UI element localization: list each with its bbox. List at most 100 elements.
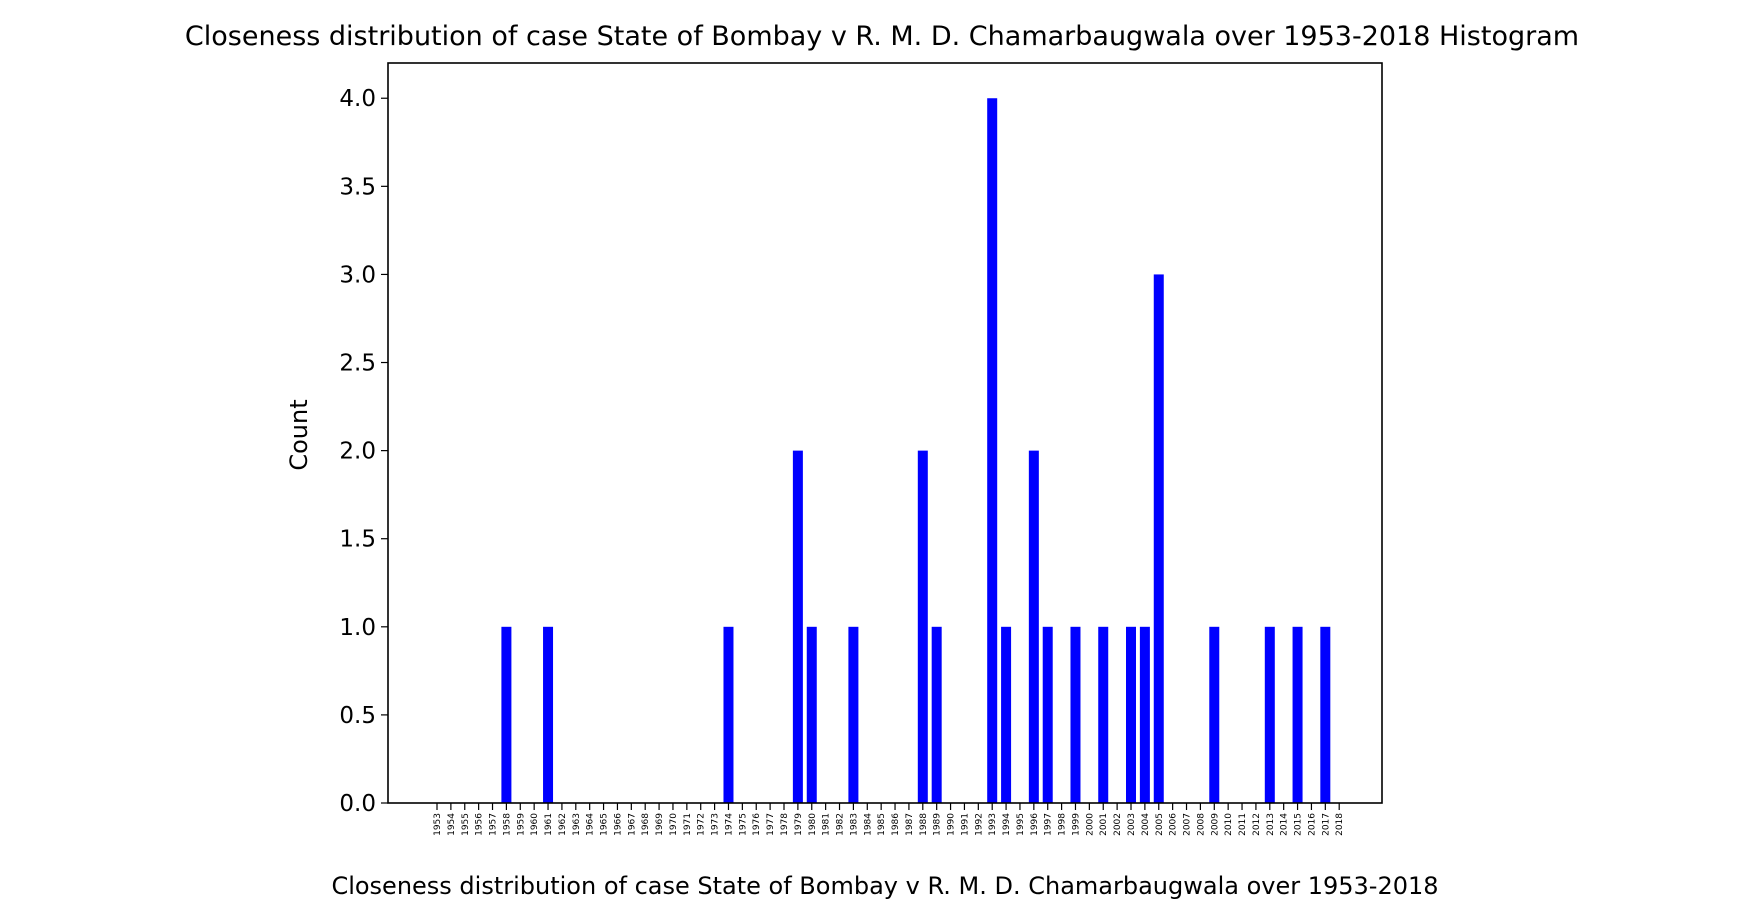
x-tick-label-2009: 2009 [1210, 813, 1220, 836]
x-tick-label-1958: 1958 [502, 813, 512, 836]
bar-2001 [1098, 626, 1109, 803]
x-tick-label-1970: 1970 [669, 813, 679, 836]
x-tick-label-1971: 1971 [683, 813, 693, 836]
y-tick-label-1.0: 1.0 [339, 615, 376, 641]
x-tick-label-2015: 2015 [1294, 813, 1304, 836]
bar-1979 [792, 450, 803, 803]
x-tick-label-1955: 1955 [461, 813, 471, 836]
x-tick-label-1975: 1975 [738, 813, 748, 836]
x-tick-label-1992: 1992 [974, 813, 984, 836]
y-tick-label-0.0: 0.0 [339, 791, 376, 817]
x-tick-label-1953: 1953 [433, 813, 443, 836]
x-tick-label-1984: 1984 [863, 813, 873, 836]
x-tick-label-1995: 1995 [1016, 813, 1026, 836]
x-tick-label-1957: 1957 [489, 813, 499, 836]
x-tick-label-1961: 1961 [544, 813, 554, 836]
bar-1996 [1028, 450, 1039, 803]
x-tick-label-1959: 1959 [516, 813, 526, 836]
chart-title: Closeness distribution of case State of … [185, 21, 1579, 52]
x-tick-label-1987: 1987 [905, 813, 915, 836]
x-tick-label-1985: 1985 [877, 813, 887, 836]
bar-1989 [931, 626, 942, 803]
bar-1974 [723, 626, 734, 803]
x-tick-label-2010: 2010 [1224, 813, 1234, 836]
x-tick-label-1990: 1990 [947, 813, 957, 836]
bar-1997 [1042, 626, 1053, 803]
x-tick-label-1973: 1973 [711, 813, 721, 836]
bar-2013 [1264, 626, 1275, 803]
x-tick-label-2001: 2001 [1099, 813, 1109, 836]
x-tick-label-1998: 1998 [1058, 813, 1068, 836]
x-tick-label-1960: 1960 [530, 813, 540, 836]
y-tick-label-3.5: 3.5 [339, 174, 376, 200]
x-tick-label-1983: 1983 [849, 813, 859, 836]
x-tick-label-1956: 1956 [475, 813, 485, 836]
x-tick-label-1994: 1994 [1002, 813, 1012, 836]
y-axis: 0.0 0.5 1.0 1.5 2.0 2.5 3.0 3.5 4.0 [339, 86, 388, 817]
x-tick-label-1993: 1993 [988, 813, 998, 836]
x-tick-label-2008: 2008 [1196, 813, 1206, 836]
x-tick-label-1986: 1986 [891, 813, 901, 836]
x-tick-label-2004: 2004 [1141, 813, 1151, 836]
x-tick-label-2013: 2013 [1266, 813, 1276, 836]
y-tick-label-2.5: 2.5 [339, 351, 376, 377]
x-tick-label-2018: 2018 [1335, 813, 1345, 836]
x-tick-label-1968: 1968 [641, 813, 651, 836]
x-tick-label-2017: 2017 [1321, 813, 1331, 836]
x-tick-label-1972: 1972 [697, 813, 707, 836]
x-axis: 1953 1954 1955 1956 1957 1958 1959 1960 1961 1962… [433, 803, 1345, 836]
x-tick-label-1980: 1980 [808, 813, 818, 836]
x-tick-label-1989: 1989 [933, 813, 943, 836]
bar-2005 [1153, 274, 1164, 803]
x-tick-label-2011: 2011 [1238, 813, 1248, 836]
x-tick-label-2016: 2016 [1307, 813, 1317, 836]
plot-frame [387, 62, 1383, 804]
x-tick-label-1974: 1974 [724, 813, 734, 836]
bar-2003 [1126, 626, 1136, 803]
x-tick-label-1991: 1991 [960, 813, 970, 836]
bar-1988 [917, 450, 928, 803]
x-tick-label-1988: 1988 [919, 813, 929, 836]
x-tick-label-1978: 1978 [780, 813, 790, 836]
y-tick-label-1.5: 1.5 [339, 527, 376, 553]
x-tick-label-1967: 1967 [627, 813, 637, 836]
x-tick-label-1969: 1969 [655, 813, 665, 836]
x-tick-label-1982: 1982 [836, 813, 846, 836]
bar-2004 [1139, 626, 1150, 803]
x-tick-label-2000: 2000 [1085, 813, 1095, 836]
x-tick-label-2012: 2012 [1252, 813, 1262, 836]
bar-1983 [848, 626, 859, 803]
bar-2015 [1292, 626, 1303, 803]
bars-layer [501, 98, 1331, 803]
bar-1993 [987, 98, 998, 803]
x-tick-label-1977: 1977 [766, 813, 776, 836]
x-tick-label-1999: 1999 [1071, 813, 1081, 836]
bar-1999 [1070, 626, 1081, 803]
x-tick-label-1964: 1964 [586, 813, 596, 836]
x-tick-label-1965: 1965 [600, 813, 610, 836]
x-tick-label-2014: 2014 [1280, 813, 1290, 836]
x-tick-label-2006: 2006 [1169, 813, 1179, 836]
y-tick-label-0.5: 0.5 [339, 703, 376, 729]
bar-1994 [1001, 626, 1012, 803]
y-tick-label-4.0: 4.0 [339, 86, 376, 112]
x-tick-label-1963: 1963 [572, 813, 582, 836]
x-tick-label-2002: 2002 [1113, 813, 1123, 836]
x-tick-label-2003: 2003 [1127, 813, 1137, 836]
y-axis-label: Count [285, 399, 313, 470]
y-tick-label-2.0: 2.0 [339, 439, 376, 465]
bar-1980 [806, 626, 817, 803]
x-tick-label-1997: 1997 [1044, 813, 1054, 836]
x-tick-label-1981: 1981 [822, 813, 832, 836]
x-tick-label-1979: 1979 [794, 813, 804, 836]
x-tick-label-2007: 2007 [1183, 813, 1193, 836]
bar-1958 [501, 626, 512, 803]
bar-1961 [543, 626, 554, 803]
y-tick-label-3.0: 3.0 [339, 262, 376, 288]
bar-2009 [1209, 626, 1220, 803]
x-tick-label-2005: 2005 [1155, 813, 1165, 836]
x-tick-label-1962: 1962 [558, 813, 568, 836]
x-axis-label: Closeness distribution of case State of … [331, 872, 1438, 900]
x-tick-label-1966: 1966 [613, 813, 623, 836]
